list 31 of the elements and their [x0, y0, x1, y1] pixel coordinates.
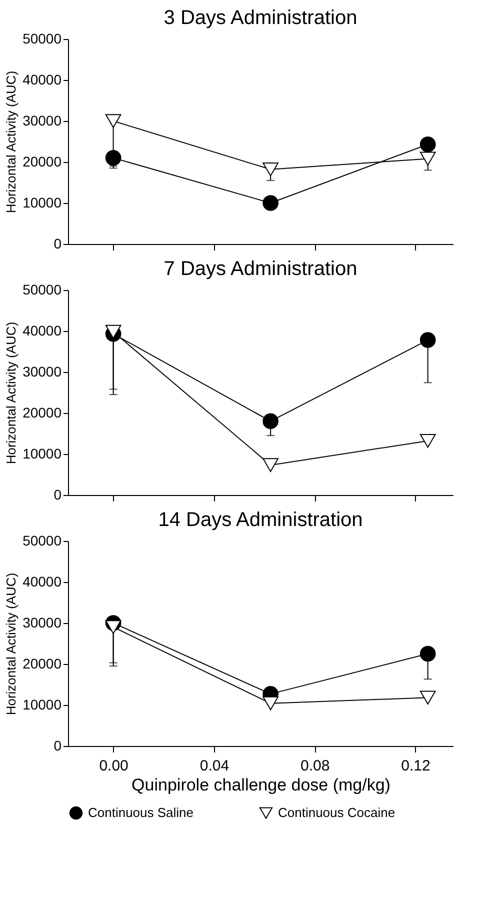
- chart-title: 14 Days Administration: [158, 509, 363, 531]
- y-tick-label: 40000: [22, 574, 62, 590]
- y-tick-label: 40000: [22, 322, 62, 338]
- y-tick-label: 0: [54, 738, 62, 754]
- y-tick-label: 20000: [22, 656, 62, 672]
- legend-label: Continuous Cocaine: [278, 805, 396, 820]
- chart-title: 7 Days Administration: [164, 258, 358, 280]
- y-tick-label: 30000: [22, 364, 62, 380]
- y-axis-title: Horizontal Activity (AUC): [4, 70, 19, 214]
- y-tick-label: 20000: [22, 404, 62, 420]
- y-tick-label: 50000: [22, 282, 62, 298]
- x-tick-label: 0.00: [99, 758, 128, 774]
- x-tick-label: 0.04: [200, 758, 230, 774]
- y-tick-label: 10000: [22, 696, 62, 712]
- x-tick-label: 0.08: [300, 758, 330, 774]
- y-tick-label: 30000: [22, 112, 62, 128]
- y-axis-title: Horizontal Activity (AUC): [4, 572, 19, 716]
- y-tick-label: 20000: [22, 154, 62, 170]
- chart-title: 3 Days Administration: [164, 7, 358, 29]
- x-axis-title: Quinpirole challenge dose (mg/kg): [132, 776, 390, 794]
- y-tick-label: 50000: [22, 532, 62, 548]
- y-tick-label: 10000: [22, 194, 62, 210]
- legend-label: Continuous Saline: [88, 805, 194, 820]
- y-tick-label: 0: [54, 236, 62, 252]
- y-axis-title: Horizontal Activity (AUC): [4, 322, 19, 464]
- y-tick-label: 10000: [22, 446, 62, 462]
- y-tick-label: 50000: [22, 30, 62, 46]
- y-tick-label: 40000: [22, 72, 62, 88]
- y-tick-label: 0: [54, 486, 62, 502]
- y-tick-label: 30000: [22, 614, 62, 630]
- x-tick-label: 0.12: [401, 758, 430, 774]
